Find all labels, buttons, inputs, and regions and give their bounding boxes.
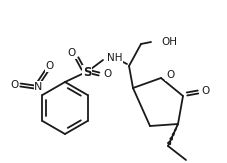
Polygon shape bbox=[172, 133, 173, 135]
Text: N: N bbox=[34, 82, 42, 92]
Text: O: O bbox=[201, 86, 209, 96]
Text: S: S bbox=[82, 66, 91, 79]
Polygon shape bbox=[169, 137, 172, 140]
Polygon shape bbox=[167, 141, 170, 144]
Text: O: O bbox=[104, 69, 112, 79]
Text: NH: NH bbox=[106, 53, 122, 63]
Text: O: O bbox=[165, 70, 173, 80]
Polygon shape bbox=[176, 124, 177, 126]
Text: O: O bbox=[10, 80, 19, 90]
Polygon shape bbox=[174, 128, 175, 131]
Text: OH: OH bbox=[160, 37, 176, 47]
Text: O: O bbox=[68, 48, 76, 58]
Text: O: O bbox=[45, 61, 53, 71]
